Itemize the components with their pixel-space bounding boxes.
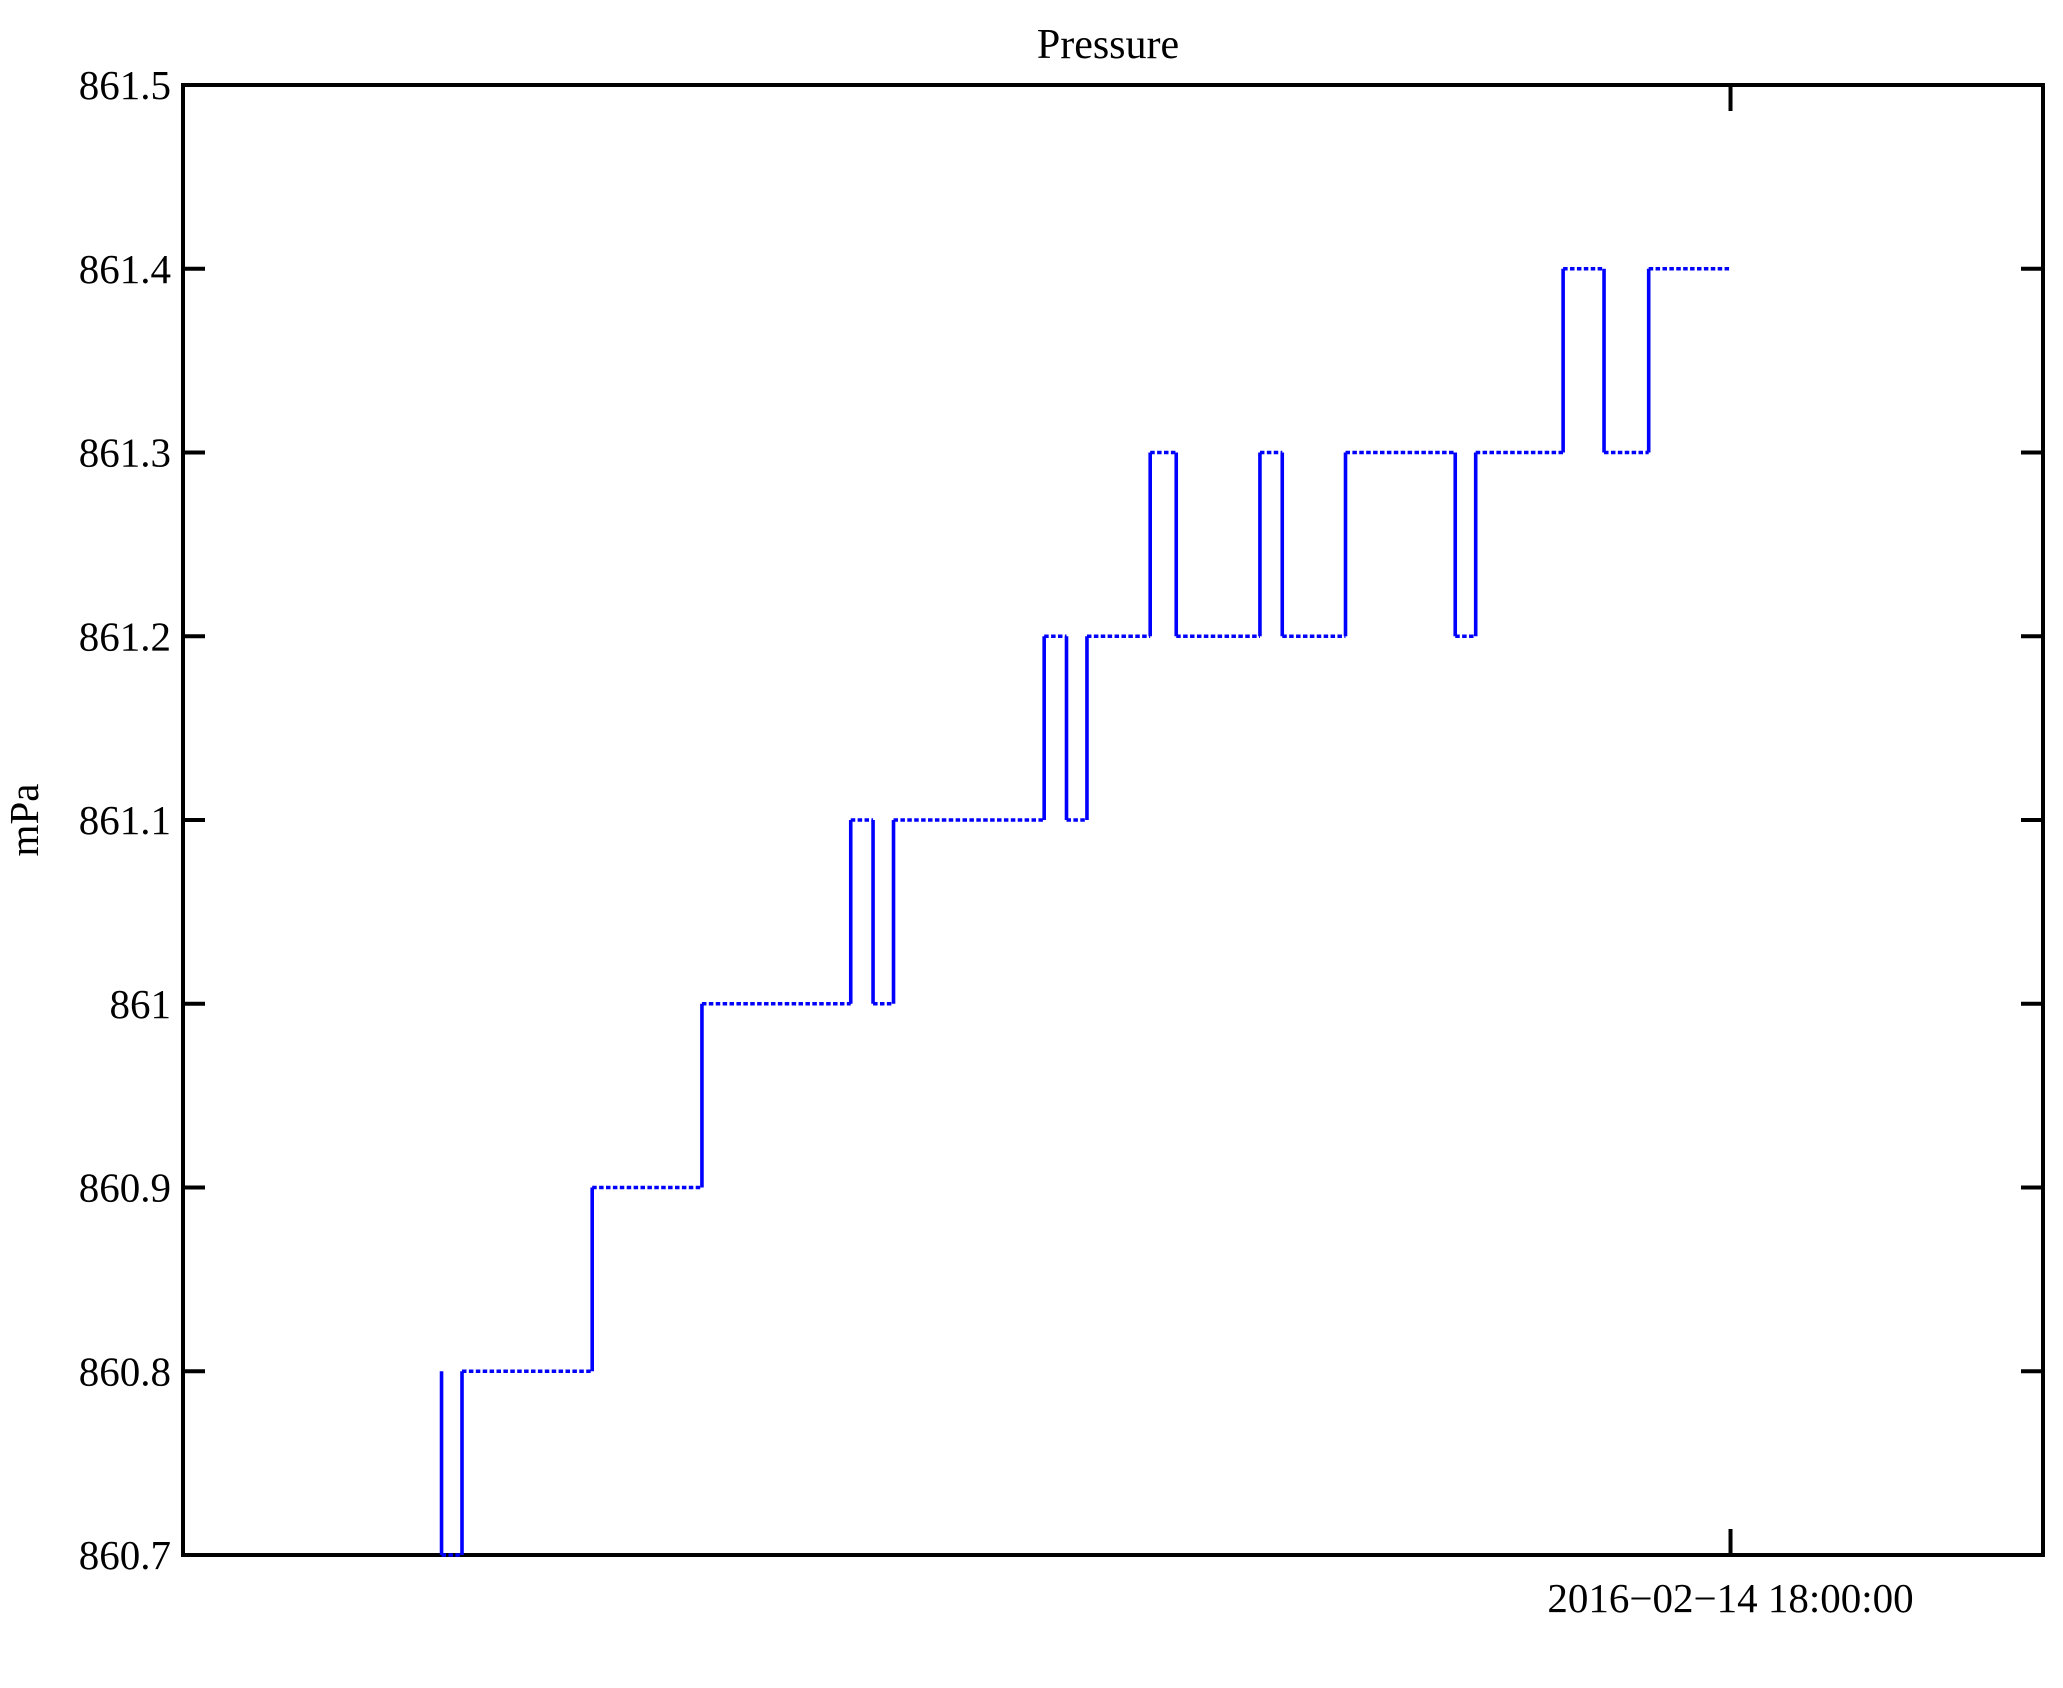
plot-frame	[181, 83, 2045, 1557]
x-tick-label: 2016−02−14 18:00:00	[1547, 1575, 1913, 1621]
y-tick-label: 861.5	[79, 62, 171, 108]
y-tick-label: 860.9	[79, 1165, 171, 1211]
y-tick-labels: 861.5 861.4 861.3 861.2 861.1 861 860.9 860.8 86…	[79, 62, 171, 1578]
chart-title: Pressure	[1037, 22, 1179, 68]
y-tick-label: 861.2	[79, 613, 171, 659]
y-tick-label: 860.7	[79, 1532, 171, 1578]
y-tick-label: 861.4	[79, 246, 171, 292]
pressure-line-horizontal	[441, 266, 1731, 1557]
axis-ticks	[183, 83, 2043, 1557]
y-tick-label: 861.3	[79, 430, 171, 476]
y-axis-label: mPa	[1, 784, 47, 857]
pressure-line-vertical	[439, 268, 1651, 1555]
y-tick-label: 861	[110, 981, 172, 1027]
y-tick-label: 860.8	[79, 1348, 171, 1394]
pressure-series	[439, 266, 1731, 1557]
y-tick-label: 861.1	[79, 797, 171, 843]
